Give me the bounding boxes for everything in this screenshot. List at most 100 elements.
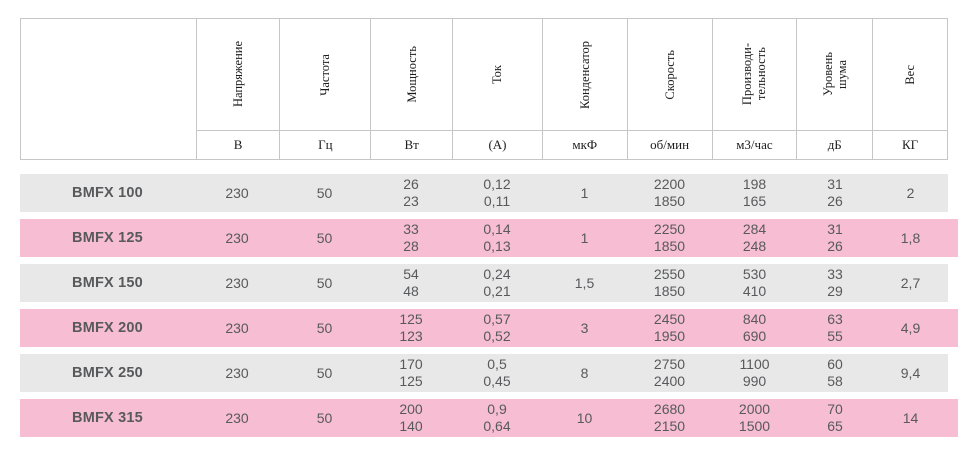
column-name-text: Производи- тельность bbox=[740, 43, 769, 106]
value-cell: 1 bbox=[580, 229, 589, 246]
model-cell: BMFX 100 bbox=[72, 184, 143, 201]
column-name-text: Скорость bbox=[662, 49, 677, 100]
value-cell: 31 26 bbox=[827, 176, 843, 209]
value-cell: 230 bbox=[225, 184, 249, 201]
header-column: Частота Гц bbox=[279, 19, 371, 159]
header-column-empty bbox=[21, 19, 196, 159]
value-cell: 1,8 bbox=[900, 229, 921, 246]
value-cell: 2750 2400 bbox=[653, 356, 686, 389]
header-column: Уровень шума дБ bbox=[796, 19, 873, 159]
value-cell: 60 58 bbox=[827, 356, 843, 389]
value-cell: 31 26 bbox=[827, 221, 843, 254]
column-name-text: Мощность bbox=[404, 46, 419, 103]
value-cell: 230 bbox=[225, 319, 249, 336]
value-cell: 0,57 0,52 bbox=[483, 311, 511, 344]
table-row: BMFX 250 230 50 170 125 0,5 0,45 8 2750 2400 11… bbox=[20, 354, 948, 392]
value-cell: 2,7 bbox=[900, 274, 921, 291]
column-unit: мкФ bbox=[542, 130, 627, 159]
table-row: BMFX 125 230 50 33 28 0,14 0,13 1 2250 1850 284… bbox=[20, 219, 958, 257]
value-cell: 14 bbox=[902, 409, 919, 426]
value-cell: 0,5 0,45 bbox=[483, 356, 511, 389]
value-cell: 198 165 bbox=[742, 176, 767, 209]
column-name-rotated: Скорость bbox=[628, 19, 712, 130]
table-header: Напряжение В Частота Гц Мощность Вт Ток (А) Конд… bbox=[20, 18, 948, 160]
model-cell: BMFX 125 bbox=[72, 229, 143, 246]
value-cell: 3 bbox=[580, 319, 589, 336]
column-name-rotated: Конденсатор bbox=[543, 19, 627, 130]
value-cell: 50 bbox=[316, 409, 333, 426]
value-cell: 284 248 bbox=[742, 221, 767, 254]
model-cell: BMFX 315 bbox=[72, 409, 143, 426]
column-name-rotated: Вес bbox=[873, 19, 947, 130]
column-unit: В bbox=[196, 130, 280, 159]
value-cell: 0,24 0,21 bbox=[483, 266, 511, 299]
column-unit: Вт bbox=[371, 130, 453, 159]
header-column: Вес КГ bbox=[872, 19, 947, 159]
value-cell: 125 123 bbox=[399, 311, 423, 344]
value-cell: 2450 1950 bbox=[653, 311, 686, 344]
column-name-text: Вес bbox=[903, 64, 918, 85]
column-name-rotated: Уровень шума bbox=[797, 19, 872, 130]
value-cell: 230 bbox=[225, 229, 249, 246]
column-name-text: Частота bbox=[318, 53, 333, 96]
table-row: BMFX 315 230 50 200 140 0,9 0,64 10 2680 2150 2… bbox=[20, 399, 958, 437]
value-cell: 2200 1850 bbox=[653, 176, 686, 209]
value-cell: 70 65 bbox=[827, 401, 843, 434]
model-cell: BMFX 150 bbox=[72, 274, 143, 291]
value-cell: 200 140 bbox=[399, 401, 423, 434]
column-name-rotated: Ток bbox=[453, 19, 542, 130]
value-cell: 0,14 0,13 bbox=[483, 221, 511, 254]
value-cell: 9,4 bbox=[900, 364, 921, 381]
value-cell: 10 bbox=[576, 409, 593, 426]
column-name-rotated: Мощность bbox=[371, 19, 452, 130]
value-cell: 2550 1850 bbox=[653, 266, 686, 299]
value-cell: 50 bbox=[316, 274, 333, 291]
value-cell: 0,12 0,11 bbox=[483, 176, 511, 209]
header-column: Ток (А) bbox=[452, 19, 542, 159]
table-body: BMFX 100 230 50 26 23 0,12 0,11 1 2200 1850 198… bbox=[20, 174, 958, 444]
value-cell: 230 bbox=[225, 274, 249, 291]
value-cell: 50 bbox=[316, 229, 333, 246]
column-unit: дБ bbox=[797, 130, 873, 159]
value-cell: 50 bbox=[316, 364, 333, 381]
column-unit: КГ bbox=[873, 130, 947, 159]
table-row: BMFX 200 230 50 125 123 0,57 0,52 3 2450 1950 8… bbox=[20, 309, 958, 347]
table-row: BMFX 150 230 50 54 48 0,24 0,21 1,5 2550 1850 5… bbox=[20, 264, 948, 302]
column-name-rotated: Частота bbox=[280, 19, 370, 130]
column-name-text: Уровень шума bbox=[820, 52, 849, 97]
header-column: Конденсатор мкФ bbox=[541, 19, 627, 159]
value-cell: 1,5 bbox=[574, 274, 595, 291]
column-unit: об/мин bbox=[627, 130, 712, 159]
value-cell: 230 bbox=[225, 364, 249, 381]
column-unit: м3/час bbox=[712, 130, 797, 159]
value-cell: 33 28 bbox=[403, 221, 419, 254]
value-cell: 0,9 0,64 bbox=[483, 401, 511, 434]
value-cell: 2680 2150 bbox=[653, 401, 686, 434]
header-column: Мощность Вт bbox=[370, 19, 453, 159]
column-unit: (А) bbox=[453, 130, 542, 159]
column-unit: Гц bbox=[280, 130, 371, 159]
value-cell: 63 55 bbox=[827, 311, 843, 344]
value-cell: 50 bbox=[316, 319, 333, 336]
value-cell: 170 125 bbox=[399, 356, 423, 389]
table-row: BMFX 100 230 50 26 23 0,12 0,11 1 2200 1850 198… bbox=[20, 174, 948, 212]
column-name-rotated: Производи- тельность bbox=[713, 19, 797, 130]
value-cell: 8 bbox=[580, 364, 589, 381]
model-cell: BMFX 200 bbox=[72, 319, 143, 336]
value-cell: 2 bbox=[906, 184, 915, 201]
value-cell: 1100 990 bbox=[739, 356, 770, 389]
model-cell: BMFX 250 bbox=[72, 364, 143, 381]
header-column: Напряжение В bbox=[195, 19, 280, 159]
value-cell: 840 690 bbox=[742, 311, 767, 344]
value-cell: 50 bbox=[316, 184, 333, 201]
header-column: Производи- тельность м3/час bbox=[711, 19, 797, 159]
column-name-rotated: Напряжение bbox=[197, 19, 280, 130]
column-name-text: Ток bbox=[490, 64, 505, 85]
value-cell: 26 23 bbox=[403, 176, 419, 209]
value-cell: 2250 1850 bbox=[653, 221, 686, 254]
value-cell: 4,9 bbox=[900, 319, 921, 336]
value-cell: 33 29 bbox=[827, 266, 843, 299]
value-cell: 2000 1500 bbox=[738, 401, 771, 434]
value-cell: 230 bbox=[225, 409, 249, 426]
